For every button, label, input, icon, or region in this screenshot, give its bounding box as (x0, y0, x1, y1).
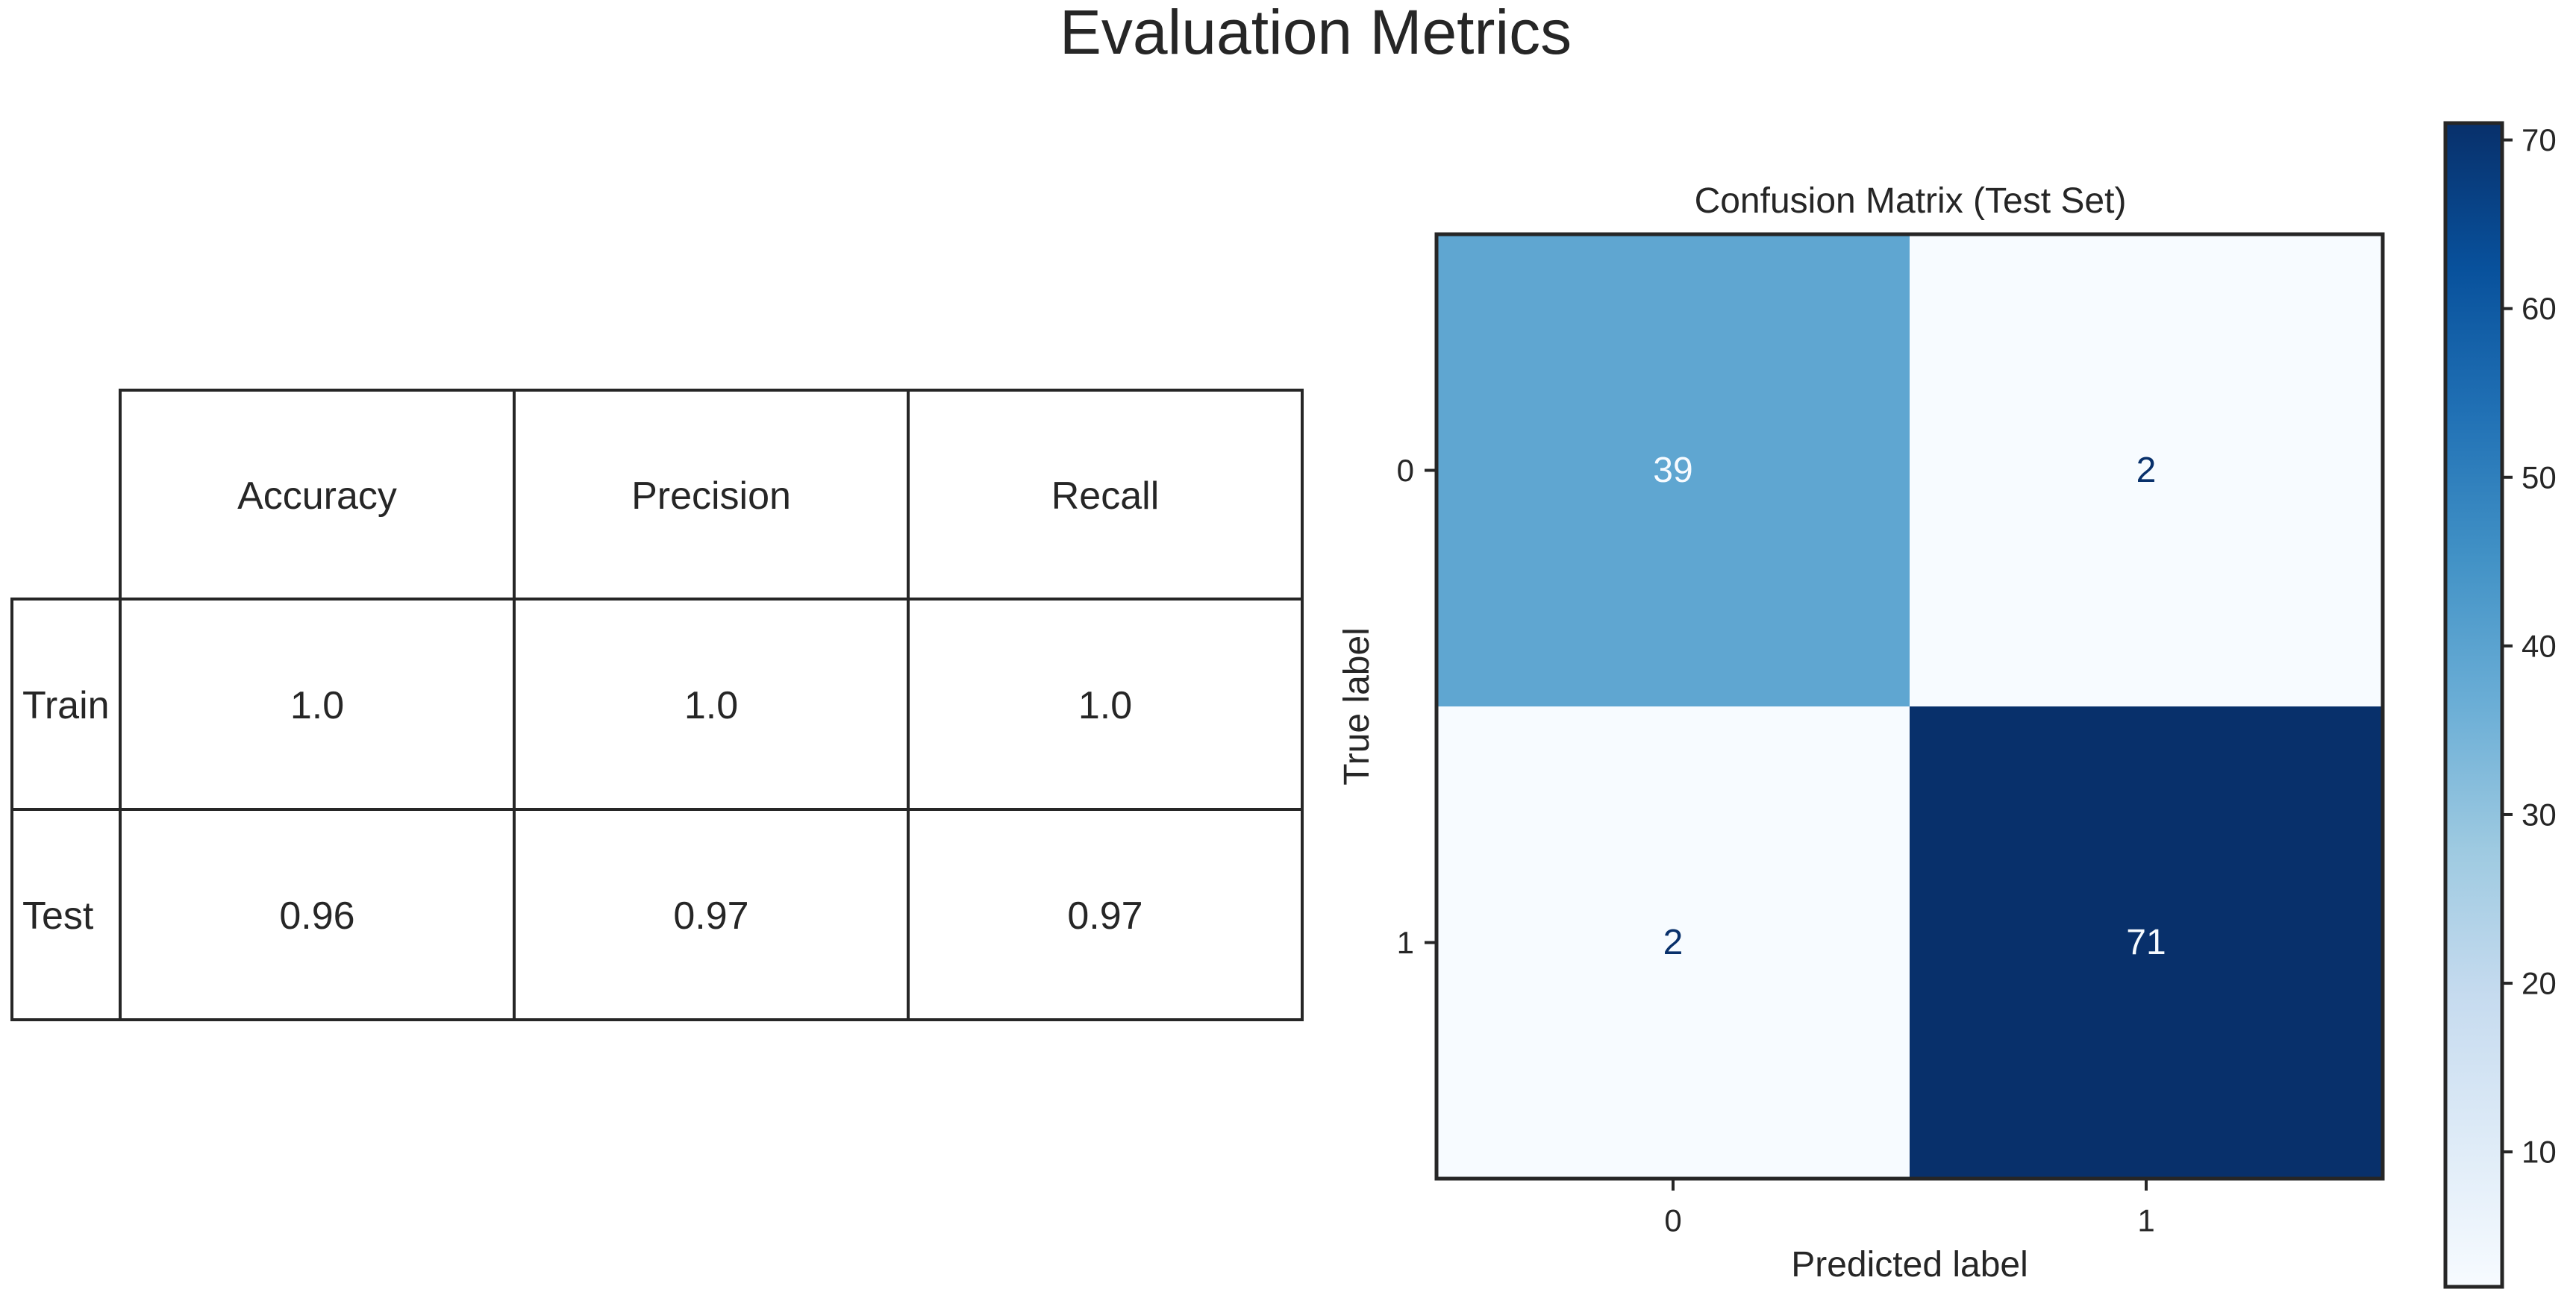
colorbar-frame (2443, 121, 2504, 1289)
colorbar-tick-label: 10 (2522, 1135, 2557, 1170)
matrix-cell-value: 2 (2136, 451, 2157, 490)
table-row-label: Test (22, 894, 94, 938)
colorbar-gradient (2445, 123, 2502, 1287)
colorbar-tick-label: 50 (2522, 460, 2557, 495)
matrix-cell (1437, 234, 1910, 706)
y-axis-label: True label (1337, 627, 1377, 786)
confusion-matrix: Confusion Matrix (Test Set) 39 22 71 0 101 … (1337, 181, 2385, 1285)
table-cell (907, 808, 1304, 1021)
x-tick-label: 0 (1664, 1203, 1681, 1238)
table-row-label: Train (22, 684, 110, 727)
matrix-cell-value: 39 (1653, 451, 1692, 490)
table-cell-value: 0.97 (1067, 894, 1142, 938)
table-column-header: Recall (1051, 474, 1160, 518)
matrix-cell-value: 2 (1663, 923, 1684, 962)
matrix-frame (1434, 232, 2385, 1181)
matrix-cell (1437, 706, 1910, 1179)
table-column-header: Precision (631, 474, 791, 518)
matrix-cell (1910, 706, 2383, 1179)
table-cell-value: 1.0 (1078, 684, 1132, 727)
colorbar-tick-label: 30 (2522, 797, 2557, 832)
figure-title: Evaluation Metrics (1060, 0, 1572, 67)
x-axis-label: Predicted label (1791, 1245, 2028, 1285)
matrix-cell-value: 71 (2126, 923, 2166, 962)
metrics-table: Accuracy Precision Recall Train 1.0 1.0 1.0 Tes… (10, 389, 1304, 1021)
y-tick-label: 1 (1397, 925, 1414, 960)
table-cell-value: 1.0 (684, 684, 738, 727)
table-column-header: Accuracy (237, 474, 397, 518)
y-tick-label: 0 (1397, 453, 1414, 488)
colorbar-tick-label: 40 (2522, 628, 2557, 663)
colorbar: 10 20 30 40 50 60 70 (2443, 121, 2557, 1289)
table-cell-value: 0.97 (673, 894, 748, 938)
table-cell-value: 0.96 (279, 894, 354, 938)
matrix-cell (1910, 234, 2383, 706)
colorbar-tick-label: 70 (2522, 122, 2557, 157)
colorbar-tick-label: 60 (2522, 291, 2557, 326)
x-tick-label: 1 (2137, 1203, 2154, 1238)
table-cell-value: 1.0 (290, 684, 344, 727)
matrix-title: Confusion Matrix (Test Set) (1695, 181, 2127, 221)
colorbar-tick-label: 20 (2522, 966, 2557, 1001)
